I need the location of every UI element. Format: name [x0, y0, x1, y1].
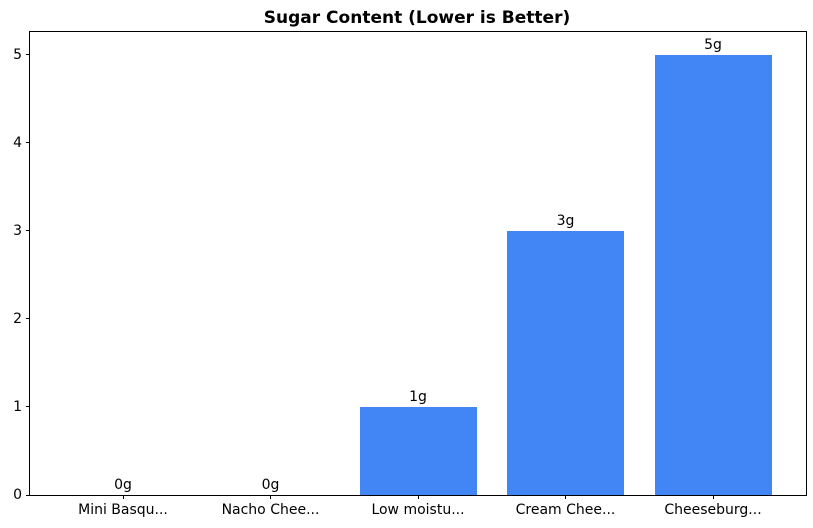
x-tick-label: Cream Chee...	[515, 502, 616, 518]
plot-area: 0 1 2 3 4 5 0g Mini Basqu... 0g Nacho Chee... 1g Lo…	[13, 31, 807, 517]
y-tick-label: 4	[13, 134, 22, 151]
y-tick-label: 3	[13, 222, 22, 239]
x-tick-mark	[712, 495, 714, 499]
x-tick-mark	[565, 495, 566, 499]
x-tick-label: Mini Basqu...	[78, 502, 168, 518]
y-tick-mark	[26, 230, 30, 232]
bar	[507, 230, 624, 495]
y-tick-label: 1	[13, 398, 22, 415]
bar	[654, 54, 772, 495]
y-tick-label: 5	[13, 46, 22, 63]
x-tick-mark	[417, 495, 419, 499]
chart-title: Sugar Content (Lower is Better)	[263, 8, 571, 28]
y-tick-mark	[26, 54, 30, 56]
bar-value-label: 0g	[114, 477, 132, 493]
y-tick-label: 2	[13, 310, 22, 327]
x-tick-label: Low moistu...	[371, 502, 465, 518]
x-tick-label: Nacho Chee...	[221, 502, 320, 518]
y-tick-mark	[26, 406, 30, 408]
y-tick-label: 0	[13, 487, 22, 503]
bar-value-label: 1g	[409, 388, 427, 405]
bar-value-label: 3g	[556, 212, 575, 229]
x-tick-mark	[122, 495, 124, 499]
y-tick-mark	[26, 318, 30, 320]
x-tick-label: Cheeseburg...	[664, 502, 762, 518]
y-tick-mark	[26, 142, 30, 144]
y-tick-mark	[26, 494, 30, 496]
bar-value-label: 0g	[261, 477, 280, 493]
bar-value-label: 5g	[704, 36, 722, 53]
x-tick-mark	[270, 495, 271, 499]
bar	[359, 406, 477, 495]
